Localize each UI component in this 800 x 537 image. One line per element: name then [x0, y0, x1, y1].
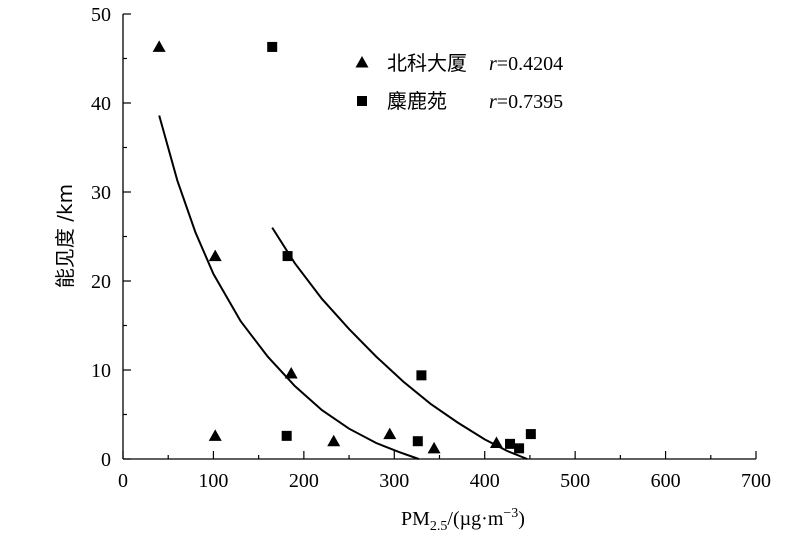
- y-tick-label: 10: [91, 360, 111, 382]
- axes: [122, 14, 756, 460]
- data-point-triangle: [208, 249, 222, 262]
- legend-label-beike: 北科大厦: [387, 51, 467, 75]
- data-point-triangle: [489, 436, 503, 448]
- x-label-suffix: ): [518, 508, 525, 530]
- legend-r-beike: r=0.4204: [489, 53, 563, 75]
- x-tick-label: 200: [289, 470, 319, 492]
- x-label-superscript: −3: [503, 506, 518, 521]
- data-point-square: [412, 436, 423, 447]
- x-tick-label: 400: [470, 470, 500, 492]
- data-point-triangle: [284, 367, 298, 379]
- y-tick-label: 30: [91, 182, 111, 204]
- data-point-square: [416, 370, 427, 381]
- x-tick-label: 500: [560, 470, 590, 492]
- data-point-triangle: [208, 429, 222, 441]
- data-point-triangle: [152, 40, 166, 52]
- y-tick-label: 20: [91, 271, 111, 293]
- x-label-subscript: 2.5: [430, 519, 448, 534]
- x-axis-label: PM2.5/(µg·m−3): [401, 506, 525, 534]
- legend: 北科大厦 r=0.4204 麋鹿苑 r=0.7395: [355, 51, 563, 113]
- x-tick-label: 700: [741, 470, 771, 492]
- data-point-square: [514, 443, 525, 454]
- y-tick-label: 0: [101, 449, 111, 471]
- fit-curve-series-0: [158, 115, 420, 460]
- legend-label-milu: 麋鹿苑: [387, 89, 447, 113]
- legend-item-milu: 麋鹿苑 r=0.7395: [357, 89, 563, 113]
- x-label-middle: /(µg·m: [447, 508, 503, 530]
- legend-r-value-beike: =0.4204: [497, 53, 563, 75]
- legend-r-symbol-milu: r: [489, 91, 497, 113]
- x-ticks: 0 100 200 300 400 500 600 700: [118, 451, 771, 492]
- legend-r-milu: r=0.7395: [489, 91, 563, 113]
- x-tick-label: 600: [651, 470, 681, 492]
- data-point-triangle: [327, 434, 341, 447]
- legend-item-beike: 北科大厦 r=0.4204: [355, 51, 563, 75]
- y-tick-label: 40: [91, 93, 111, 115]
- data-point-square: [282, 251, 293, 262]
- y-ticks: 0 10 20 30 40 50: [91, 4, 131, 471]
- x-tick-label: 0: [118, 470, 128, 492]
- data-point-triangle: [383, 427, 397, 440]
- legend-square-marker: [357, 96, 367, 106]
- data-point-square: [505, 438, 516, 449]
- x-tick-label: 100: [198, 470, 228, 492]
- x-tick-label: 300: [379, 470, 409, 492]
- y-axis-label: 能见度 /km: [53, 184, 77, 288]
- data-point-square: [525, 429, 536, 440]
- x-label-prefix: PM: [401, 508, 430, 530]
- fit-curve-series-1: [271, 227, 528, 460]
- plot-area: [152, 40, 536, 460]
- legend-r-value-milu: =0.7395: [497, 91, 563, 113]
- y-tick-label: 50: [91, 4, 111, 26]
- legend-triangle-marker: [355, 56, 369, 68]
- data-point-square: [267, 41, 278, 52]
- legend-r-symbol-beike: r: [489, 53, 497, 75]
- data-point-triangle: [427, 441, 441, 454]
- data-point-square: [281, 430, 292, 441]
